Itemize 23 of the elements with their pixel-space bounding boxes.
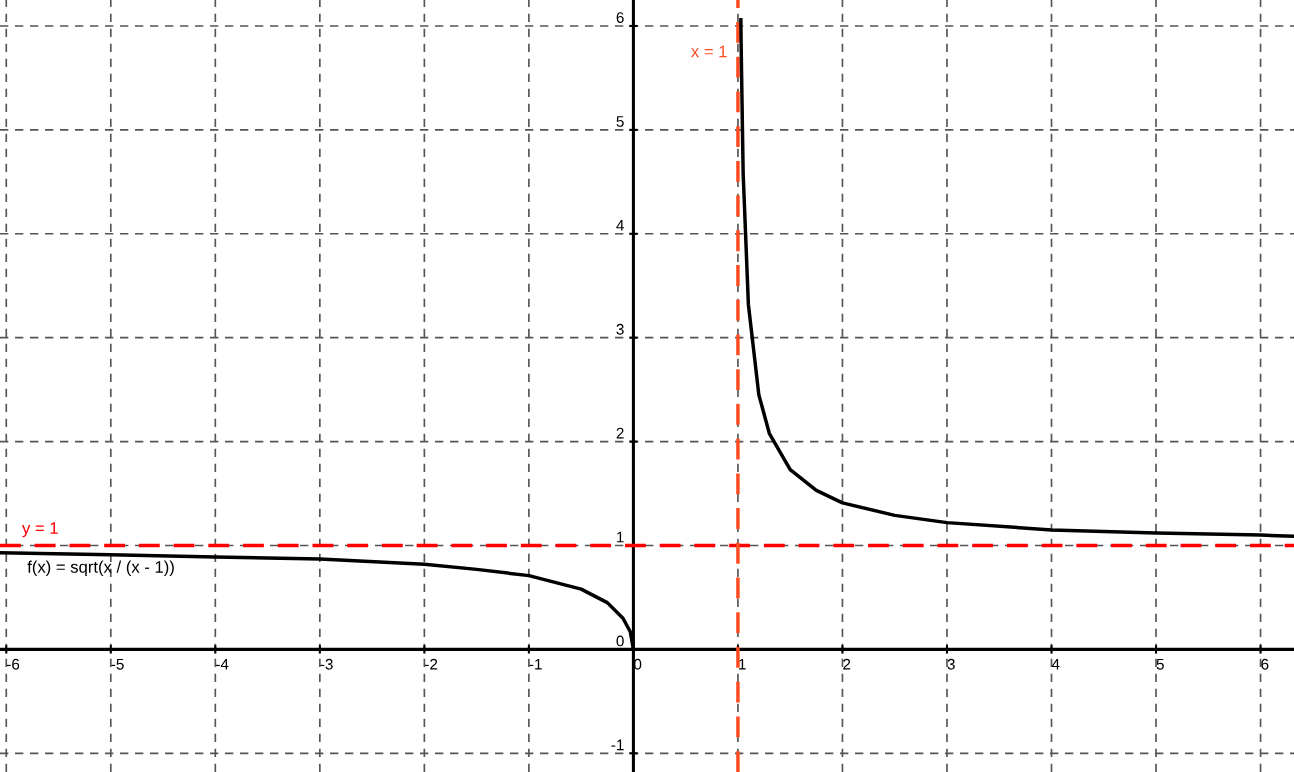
x-tick-label: 6 xyxy=(1261,658,1269,670)
x-tick-label: -3 xyxy=(320,658,333,670)
ref-line-label: y = 1 xyxy=(21,522,58,538)
x-tick-label: -5 xyxy=(111,658,124,670)
y-tick-label: 0 xyxy=(616,635,624,647)
y-tick-label: 2 xyxy=(616,427,624,439)
x-tick-label: 2 xyxy=(843,658,851,670)
y-tick-label: 1 xyxy=(617,531,624,543)
x-tick-label: 5 xyxy=(1156,658,1164,670)
x-tick-label: -2 xyxy=(425,658,438,670)
x-tick-label: 3 xyxy=(947,658,955,670)
y-tick-label: 4 xyxy=(616,220,624,231)
x-tick-label: 1 xyxy=(739,658,746,670)
x-tick-label: -1 xyxy=(529,658,542,670)
x-tick-label: -6 xyxy=(6,658,20,670)
y-tick-label: -1 xyxy=(611,739,624,751)
ref-line-label: x = 1 xyxy=(691,45,727,58)
series-label: f(x) = sqrt(x / (x - 1)) xyxy=(27,560,174,577)
x-tick-label: -4 xyxy=(216,658,229,670)
y-tick-label: 3 xyxy=(616,323,624,335)
x-tick-label: 4 xyxy=(1051,658,1060,670)
y-tick-label: 5 xyxy=(616,116,624,127)
y-tick-label: 6 xyxy=(616,12,624,23)
